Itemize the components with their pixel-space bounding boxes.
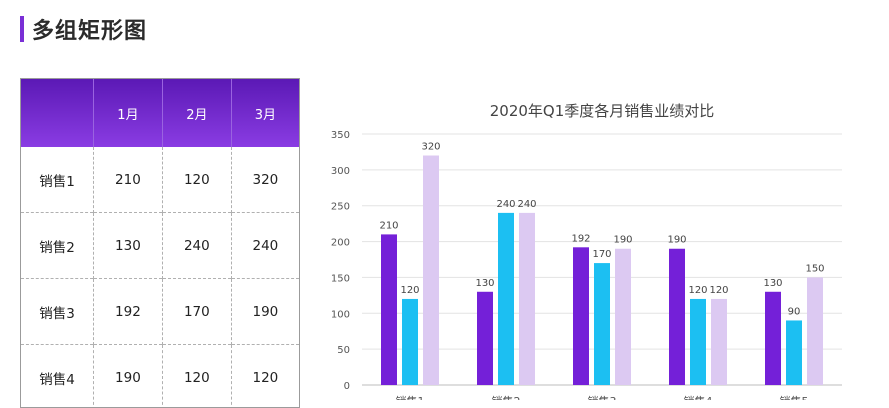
table-cell: 240 xyxy=(162,213,231,279)
data-label: 170 xyxy=(592,249,611,260)
bar xyxy=(477,292,493,385)
table-header-corner xyxy=(21,79,94,147)
table-cell: 120 xyxy=(162,345,231,408)
data-label: 130 xyxy=(475,278,494,289)
title-accent-bar xyxy=(20,16,24,42)
data-table: 1月 2月 3月 销售1 210 120 320 销售2 130 240 240… xyxy=(21,79,299,408)
table-row: 销售3 192 170 190 xyxy=(21,279,299,345)
page-title: 多组矩形图 xyxy=(32,13,147,45)
x-tick-label: 销售5 xyxy=(780,394,809,400)
chart-title: 2020年Q1季度各月销售业绩对比 xyxy=(490,102,715,120)
row-label: 销售3 xyxy=(21,279,94,345)
data-label: 150 xyxy=(805,263,824,274)
bar xyxy=(381,234,397,385)
table-cell: 210 xyxy=(94,147,163,213)
row-label: 销售4 xyxy=(21,345,94,408)
bar xyxy=(807,277,823,385)
row-label: 销售1 xyxy=(21,147,94,213)
y-tick-label: 50 xyxy=(337,345,350,356)
bar xyxy=(498,213,514,385)
bar xyxy=(786,320,802,385)
table-header-cell: 3月 xyxy=(231,79,299,147)
table-cell: 130 xyxy=(94,213,163,279)
data-label: 320 xyxy=(421,142,440,153)
data-label: 120 xyxy=(400,285,419,296)
x-tick-label: 销售1 xyxy=(396,394,425,400)
table-cell: 190 xyxy=(94,345,163,408)
bar xyxy=(765,292,781,385)
table-cell: 240 xyxy=(231,213,299,279)
x-tick-label: 销售4 xyxy=(684,394,713,400)
table-row: 销售4 190 120 120 xyxy=(21,345,299,408)
data-label: 240 xyxy=(496,199,515,210)
y-tick-label: 150 xyxy=(331,273,350,284)
y-tick-label: 300 xyxy=(331,166,350,177)
table-cell: 320 xyxy=(231,147,299,213)
bar xyxy=(690,299,706,385)
y-tick-label: 200 xyxy=(331,238,350,249)
bar xyxy=(519,213,535,385)
y-tick-label: 100 xyxy=(331,309,350,320)
bar xyxy=(615,249,631,385)
bar xyxy=(573,247,589,385)
bar-chart: 2020年Q1季度各月销售业绩对比 0 50 100 150 200 250 300 350 21… xyxy=(320,88,860,400)
data-label: 240 xyxy=(517,199,536,210)
table-cell: 190 xyxy=(231,279,299,345)
row-label: 销售2 xyxy=(21,213,94,279)
data-label: 90 xyxy=(788,306,801,317)
y-tick-label: 350 xyxy=(331,130,350,141)
data-label: 210 xyxy=(379,220,398,231)
table-row: 销售1 210 120 320 xyxy=(21,147,299,213)
bar xyxy=(402,299,418,385)
y-tick-label: 250 xyxy=(331,202,350,213)
table-cell: 170 xyxy=(162,279,231,345)
table-cell: 120 xyxy=(231,345,299,408)
bar xyxy=(669,249,685,385)
data-label: 190 xyxy=(613,235,632,246)
table-cell: 120 xyxy=(162,147,231,213)
x-tick-label: 销售3 xyxy=(588,394,617,400)
bar xyxy=(711,299,727,385)
table-header-cell: 2月 xyxy=(162,79,231,147)
data-table-container: 1月 2月 3月 销售1 210 120 320 销售2 130 240 240… xyxy=(20,78,300,408)
bar xyxy=(594,263,610,385)
table-cell: 192 xyxy=(94,279,163,345)
data-label: 130 xyxy=(763,278,782,289)
table-header-cell: 1月 xyxy=(94,79,163,147)
data-label: 120 xyxy=(688,285,707,296)
x-tick-label: 销售2 xyxy=(492,394,521,400)
bar xyxy=(423,156,439,385)
data-label: 120 xyxy=(709,285,728,296)
data-label: 190 xyxy=(667,235,686,246)
data-label: 192 xyxy=(571,233,590,244)
table-header-row: 1月 2月 3月 xyxy=(21,79,299,147)
table-row: 销售2 130 240 240 xyxy=(21,213,299,279)
y-tick-label: 0 xyxy=(344,381,350,392)
